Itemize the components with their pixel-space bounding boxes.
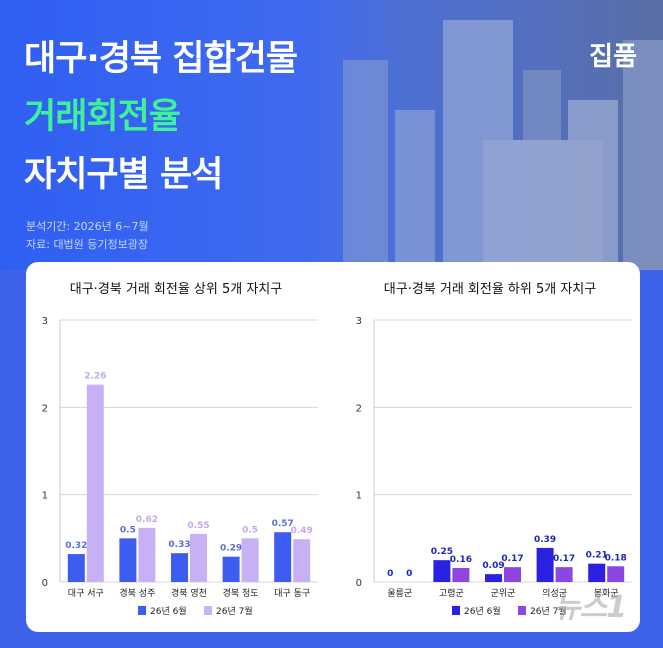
y-tick-label: 1	[356, 491, 362, 502]
data-label: 0.5	[242, 525, 258, 535]
title-line-3: 자치구별 분석	[24, 155, 223, 195]
legend-swatch	[452, 606, 460, 615]
bar-july	[504, 567, 521, 582]
bar-june	[433, 560, 451, 582]
data-label: 0.49	[291, 526, 313, 536]
bar-june	[274, 532, 292, 582]
data-label: 0.17	[553, 554, 575, 564]
bottom5-chart: 대구·경북 거래 회전율 하위 5개 자치구 0 1 2 3 0 0 울릉군 0.25 0.16…	[340, 262, 640, 632]
news1-watermark: 뉴스1	[552, 590, 627, 625]
bar-july	[293, 539, 311, 582]
data-label: 0.39	[534, 535, 556, 545]
x-tick-label: 경북 성주	[119, 587, 155, 599]
data-label: 0.25	[431, 547, 453, 557]
bar-june	[67, 554, 85, 582]
data-label: 0.17	[501, 554, 523, 564]
y-tick-label: 0	[356, 578, 362, 589]
bar-june	[222, 556, 240, 582]
brand-logo: 집품	[589, 42, 637, 72]
y-tick-label: 2	[356, 403, 362, 414]
data-label: 0	[387, 569, 393, 579]
chart-title: 대구·경북 거래 회전율 상위 5개 자치구	[69, 282, 283, 297]
x-tick-label: 의성군	[542, 588, 567, 599]
data-label: 0.32	[65, 541, 87, 551]
data-label: 0.21	[586, 551, 608, 561]
legend-swatch	[138, 606, 146, 615]
x-tick-label: 대구 동구	[274, 588, 310, 599]
bar-july	[607, 566, 625, 582]
data-label: 0.18	[605, 553, 627, 563]
y-tick-label: 3	[356, 316, 362, 327]
data-label: 0.09	[482, 561, 504, 571]
city-skyline-image	[343, 20, 663, 270]
bar-june	[171, 553, 188, 582]
title-line-1: 대구·경북 집합건물	[24, 39, 298, 79]
data-source: 자료: 대법원 등기정보광장	[26, 238, 149, 251]
y-tick-label: 0	[42, 578, 48, 589]
bar-june	[485, 574, 502, 582]
charts-card: 대구·경북 거래 회전율 상위 5개 자치구 0 1 2 3 0.32 2.26 대구 서구…	[26, 262, 640, 632]
bar-june	[588, 563, 606, 582]
chart-title: 대구·경북 거래 회전율 하위 5개 자치구	[383, 282, 597, 297]
bar-july	[190, 533, 207, 582]
data-label: 0	[406, 569, 412, 579]
data-label: 0.16	[450, 555, 472, 565]
data-label: 0.29	[220, 544, 242, 554]
legend-label: 26년 6월	[150, 605, 187, 617]
x-tick-label: 봉화군	[594, 588, 619, 599]
bar-june	[536, 547, 554, 582]
x-tick-label: 고령군	[439, 587, 464, 599]
legend-swatch	[204, 606, 212, 615]
data-label: 0.57	[272, 519, 294, 529]
data-label: 2.26	[84, 372, 106, 382]
bar-july	[241, 538, 259, 582]
x-tick-label: 경북 영천	[171, 587, 207, 599]
x-tick-label: 울릉군	[387, 588, 412, 599]
legend-label: 26년 6월	[464, 605, 501, 617]
top5-chart: 대구·경북 거래 회전율 상위 5개 자치구 0 1 2 3 0.32 2.26 대구 서구…	[26, 262, 326, 632]
legend-label: 26년 7월	[216, 605, 253, 617]
y-tick-label: 2	[42, 403, 48, 414]
x-tick-label: 경북 청도	[223, 587, 259, 599]
bar-june	[119, 538, 137, 582]
bar-july	[138, 527, 156, 582]
bar-july	[452, 568, 470, 582]
header-banner: 대구·경북 집합건물 거래회전율 자치구별 분석 집품 분석기간: 2026년 …	[0, 0, 663, 270]
data-label: 0.55	[187, 521, 209, 531]
x-tick-label: 군위군	[491, 588, 516, 599]
analysis-period: 분석기간: 2026년 6~7월	[26, 220, 149, 233]
y-tick-label: 3	[42, 316, 48, 327]
bar-july	[555, 567, 573, 582]
bar-july	[86, 384, 104, 582]
x-tick-label: 대구 서구	[68, 588, 104, 599]
legend-label: 26년 7월	[530, 605, 567, 617]
y-tick-label: 1	[42, 491, 48, 502]
data-label: 0.62	[136, 515, 158, 525]
data-label: 0.5	[120, 525, 136, 535]
legend-swatch	[518, 606, 526, 615]
data-label: 0.33	[168, 540, 190, 550]
title-line-2: 거래회전율	[24, 97, 181, 137]
